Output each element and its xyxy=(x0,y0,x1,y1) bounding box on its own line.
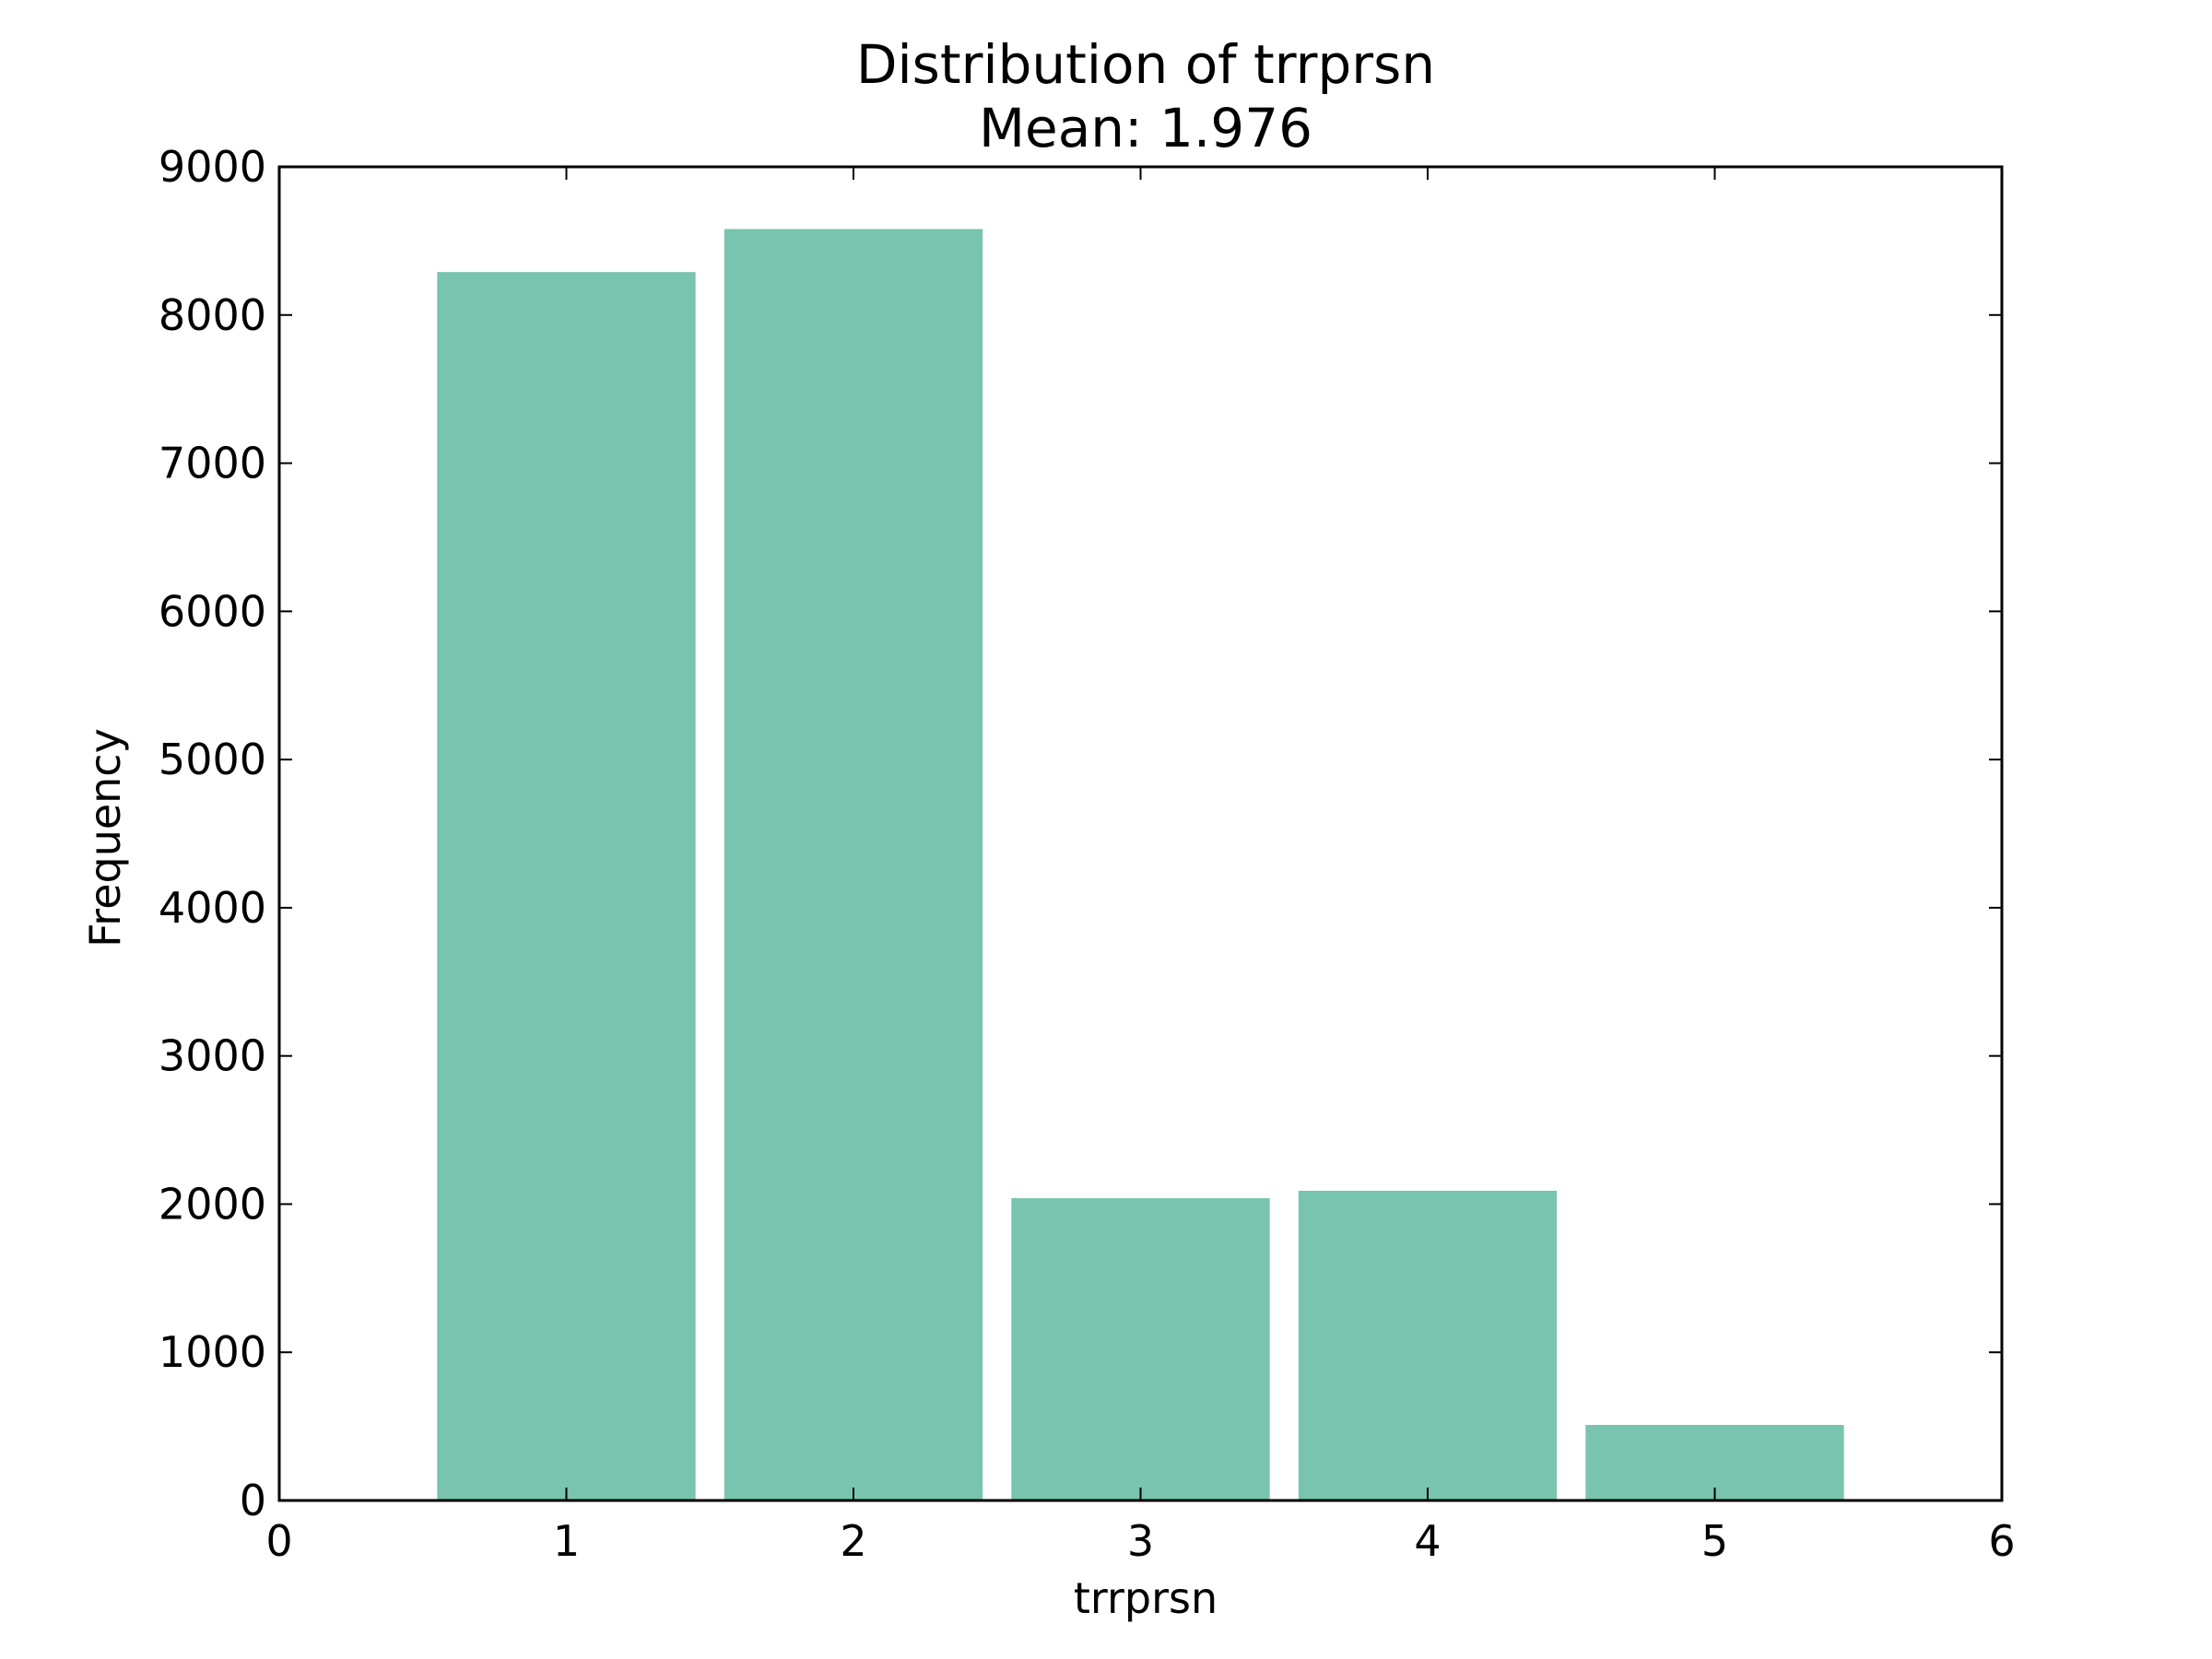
y-tick-label-7000: 7000 xyxy=(159,439,266,488)
y-axis-label: Frequency xyxy=(80,728,130,947)
y-tick-label-8000: 8000 xyxy=(159,290,266,340)
bar-3 xyxy=(1011,1198,1270,1500)
x-tick-label-6: 6 xyxy=(1988,1516,2015,1566)
x-tick-label-0: 0 xyxy=(265,1516,292,1566)
bar-4 xyxy=(1298,1190,1558,1500)
y-tick-label-9000: 9000 xyxy=(159,142,266,192)
x-tick-label-5: 5 xyxy=(1701,1516,1728,1566)
x-tick-label-1: 1 xyxy=(553,1516,580,1566)
plot-frame xyxy=(277,165,2004,1502)
x-tick-label-4: 4 xyxy=(1414,1516,1441,1566)
chart-title: Distribution of trrprsn xyxy=(856,33,1435,96)
y-tick-label-6000: 6000 xyxy=(159,586,266,636)
bar-2 xyxy=(724,229,983,1501)
y-tick-label-4000: 4000 xyxy=(159,883,266,933)
chart-subtitle: Mean: 1.976 xyxy=(979,97,1312,159)
bar-1 xyxy=(437,272,696,1500)
y-tick-label-3000: 3000 xyxy=(159,1031,266,1081)
x-tick-label-3: 3 xyxy=(1127,1516,1154,1566)
bars-group xyxy=(437,229,1844,1501)
y-tick-label-1000: 1000 xyxy=(159,1327,266,1377)
ticks-group: 0 1 2 3 4 5 6 0 1000 2000 3000 4000 5000 6000 7000 8000… xyxy=(159,142,2016,1566)
y-tick-label-5000: 5000 xyxy=(159,735,266,784)
x-tick-label-2: 2 xyxy=(840,1516,866,1566)
x-axis-label: trrprsn xyxy=(1074,1573,1218,1623)
y-tick-label-0: 0 xyxy=(240,1476,266,1525)
y-tick-label-2000: 2000 xyxy=(159,1179,266,1229)
